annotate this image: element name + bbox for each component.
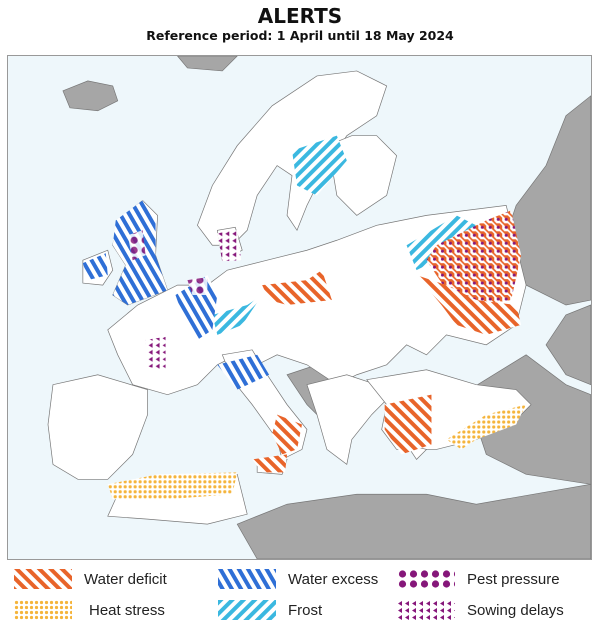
legend-item-water-excess: Water excess <box>218 569 378 589</box>
alert-sowing-delays <box>217 230 242 262</box>
alert-water-deficit <box>262 270 332 306</box>
map-subtitle: Reference period: 1 April until 18 May 2… <box>146 28 454 43</box>
legend-label: Water deficit <box>84 570 167 588</box>
legend-label: Sowing delays <box>467 601 564 619</box>
alert-frost <box>212 295 263 335</box>
water-excess-swatch-icon <box>218 569 276 589</box>
alert-heat-stress <box>446 404 527 450</box>
alert-water-excess <box>82 253 108 281</box>
alert-heat-stress <box>107 472 238 500</box>
alert-water-deficit <box>252 454 288 473</box>
alerts-map <box>7 55 592 560</box>
legend: Water deficit Heat stress Water excess F… <box>0 566 600 625</box>
alert-frost <box>406 215 477 271</box>
legend-item-heat-stress: Heat stress <box>14 600 165 620</box>
alert-pest-pressure <box>127 230 146 261</box>
map-title: ALERTS <box>257 4 343 28</box>
heat-stress-swatch-icon <box>14 600 72 620</box>
legend-item-water-deficit: Water deficit <box>14 569 167 589</box>
pest-pressure-swatch-icon <box>397 569 455 589</box>
legend-item-pest-pressure: Pest pressure <box>397 569 560 589</box>
legend-label: Heat stress <box>89 601 165 619</box>
legend-label: Frost <box>288 601 323 619</box>
alert-frost <box>292 135 347 196</box>
alert-water-deficit <box>416 275 522 335</box>
legend-label: Pest pressure <box>467 570 560 588</box>
sowing-delays-swatch-icon <box>397 600 455 620</box>
legend-label: Water excess <box>288 570 379 588</box>
frost-swatch-icon <box>218 600 276 620</box>
alert-water-deficit <box>384 394 432 455</box>
alert-deficit-pest <box>426 210 522 306</box>
legend-item-frost: Frost <box>218 600 322 620</box>
water-deficit-swatch-icon <box>14 569 72 589</box>
alert-sowing-delays <box>145 336 166 370</box>
alert-water-deficit <box>272 414 302 455</box>
alert-pest-pressure <box>187 277 208 296</box>
legend-item-sowing-delays: Sowing delays <box>397 600 564 620</box>
